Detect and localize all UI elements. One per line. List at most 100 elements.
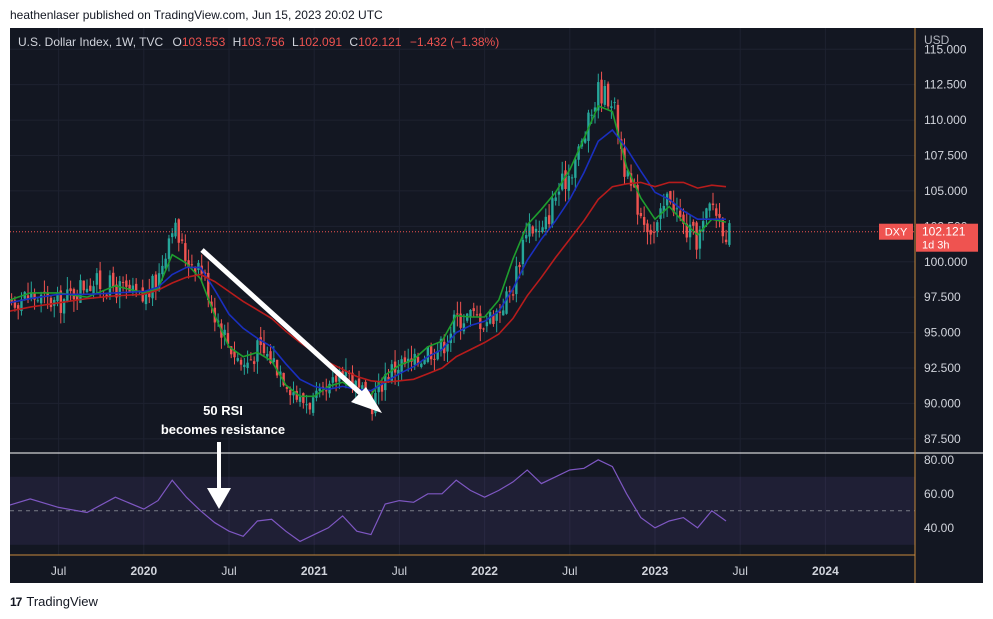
candle-body: [397, 369, 400, 375]
candle-body: [272, 358, 276, 363]
candle-body: [439, 338, 443, 352]
candle-body: [239, 359, 243, 365]
candle-body: [688, 224, 692, 238]
candle-body: [233, 351, 236, 358]
candle-body: [528, 223, 531, 237]
candle-body: [600, 79, 603, 104]
price-tick-label: 105.000: [924, 184, 968, 198]
candle-body: [574, 159, 577, 178]
candle-body: [210, 301, 213, 307]
candle-body: [557, 191, 561, 195]
candle-body: [701, 221, 705, 232]
rsi-series-line: [1, 459, 727, 543]
candle-body: [672, 202, 675, 213]
candle-body: [282, 372, 285, 386]
candle-body: [302, 393, 305, 403]
change-value: −1.432 (−1.38%): [410, 35, 499, 49]
candle-body: [613, 102, 616, 104]
candle-body: [583, 138, 587, 143]
candle-body: [308, 402, 312, 410]
candle-body: [593, 107, 597, 112]
candle-body: [148, 290, 151, 298]
candle-body: [479, 313, 482, 329]
candle-body: [187, 260, 190, 268]
candle-body: [387, 376, 390, 380]
candle-body: [675, 208, 679, 210]
candle-body: [10, 299, 13, 302]
candle-body: [30, 293, 33, 298]
price-axis[interactable]: 87.500 90.000 92.500 95.000 97.500 100.000 102…: [924, 42, 968, 446]
last-price-tag[interactable]: DXY 102.121 1d 3h: [879, 223, 978, 252]
candle-body: [636, 184, 639, 215]
time-axis[interactable]: Jul 2020 Jul 2021 Jul 2022 Jul 2023 Jul 2024: [51, 564, 839, 578]
candle-body: [610, 106, 613, 108]
time-tick-label: Jul: [562, 564, 577, 578]
candle-body: [33, 293, 36, 300]
time-tick-label: Jul: [392, 564, 407, 578]
low-value: 102.091: [299, 35, 343, 49]
candle-body: [380, 383, 384, 392]
candle-body: [16, 305, 20, 309]
candle-body: [616, 104, 620, 137]
candle-body: [429, 346, 433, 360]
price-tick-label: 107.500: [924, 149, 968, 163]
candle-body: [711, 203, 715, 206]
candle-body: [406, 358, 410, 363]
candle-body: [246, 362, 249, 369]
publish-info: heathenlaser published on TradingView.co…: [10, 8, 383, 22]
candle-body: [298, 395, 302, 402]
footer-brand: TradingView: [26, 594, 98, 609]
candle-body: [39, 294, 43, 304]
time-tick-label: Jul: [733, 564, 748, 578]
candle-body: [98, 270, 102, 290]
chart-frame[interactable]: 87.500 90.000 92.500 95.000 97.500 100.000 102…: [0, 28, 983, 583]
rsi-line: [1, 459, 727, 543]
candle-body: [646, 223, 649, 233]
rsi-axis[interactable]: 40.00 60.00 80.00: [924, 453, 954, 535]
candle-body: [92, 286, 95, 295]
candle-body: [577, 146, 580, 160]
candle-body: [498, 311, 502, 313]
candle-body: [75, 295, 79, 301]
tradingview-logo-icon: 17: [10, 594, 22, 609]
candle-body: [456, 313, 459, 315]
candle-body: [541, 227, 544, 232]
candle-body: [728, 223, 731, 245]
time-tick-label: Jul: [221, 564, 236, 578]
candle-body: [564, 170, 567, 190]
candle-body: [547, 215, 551, 225]
candle-body: [626, 170, 629, 177]
candle-body: [485, 322, 489, 327]
chart-canvas[interactable]: 87.500 90.000 92.500 95.000 97.500 100.000 102…: [0, 28, 983, 583]
candle-body: [436, 350, 439, 360]
rsi-tick-label: 80.00: [924, 453, 954, 467]
candle-body: [164, 258, 167, 269]
candle-body: [161, 265, 164, 275]
candle-body: [292, 392, 295, 396]
price-tick-label: 90.000: [924, 396, 961, 410]
time-tick-label: Jul: [51, 564, 66, 578]
candle-body: [167, 238, 171, 259]
ohlc-legend: U.S. Dollar Index, 1W, TVC O103.553 H103…: [18, 35, 499, 49]
candle-body: [85, 288, 89, 293]
candle-body: [665, 193, 669, 206]
candle-body: [115, 284, 118, 298]
close-value: 102.121: [358, 35, 402, 49]
candle-body: [95, 273, 99, 285]
candle-body: [682, 214, 685, 224]
rsi-arrow-head: [207, 488, 231, 509]
candle-body: [724, 239, 728, 243]
price-tick-label: 92.500: [924, 361, 961, 375]
candle-body: [554, 197, 557, 201]
candle-body: [252, 361, 256, 364]
candle-body: [570, 177, 574, 179]
candle-body: [390, 364, 394, 382]
candle-body: [357, 378, 361, 388]
ema-lines: [1, 104, 727, 398]
rsi-band: [10, 476, 915, 545]
candle-body: [551, 198, 554, 226]
candle-body: [193, 267, 197, 273]
ema-line-2: [1, 128, 726, 392]
candle-body: [289, 389, 292, 396]
currency-label: USD: [924, 33, 950, 47]
